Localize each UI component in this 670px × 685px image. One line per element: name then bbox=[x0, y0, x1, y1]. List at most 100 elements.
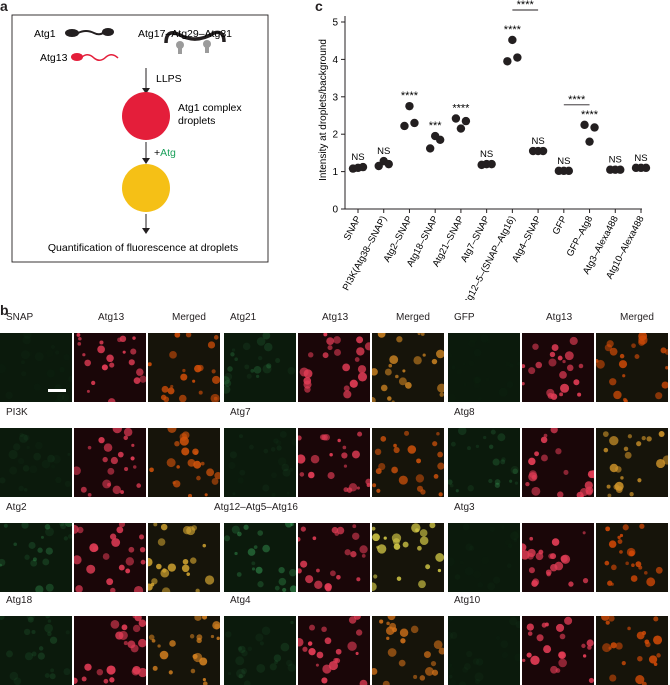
micrograph-merged bbox=[372, 523, 444, 592]
micrograph-green bbox=[224, 523, 296, 592]
data-point bbox=[641, 163, 651, 173]
micrograph-green bbox=[224, 333, 296, 402]
micrograph-row-label: Atg2 bbox=[6, 502, 27, 513]
micrograph-merged bbox=[372, 333, 444, 402]
micrograph-green bbox=[448, 523, 520, 592]
data-point bbox=[487, 159, 496, 169]
arrow-quant-head bbox=[142, 228, 150, 234]
micrograph-column-label: Merged bbox=[396, 312, 430, 323]
significance-label: **** bbox=[504, 24, 522, 36]
significance-label: NS bbox=[480, 149, 493, 160]
micrograph-red bbox=[522, 616, 594, 685]
micrograph-merged bbox=[148, 616, 220, 685]
x-tick-label: GFP bbox=[551, 214, 570, 236]
arrow-add-atg-head bbox=[142, 158, 150, 164]
micrograph-column-label: GFP bbox=[454, 312, 475, 323]
y-tick-label: 4 bbox=[332, 55, 338, 66]
droplet-label-line2: droplets bbox=[178, 115, 215, 127]
micrograph-red bbox=[298, 523, 370, 592]
data-point bbox=[616, 165, 625, 174]
bracket-label: **** bbox=[517, 0, 535, 11]
panel-label-b: b bbox=[0, 302, 9, 318]
scale-bar bbox=[48, 389, 66, 392]
chart-panel-c: Intensity at droplets/background 0 1 2 3 4 5 S… bbox=[318, 0, 651, 300]
micrograph-green bbox=[448, 616, 520, 685]
y-tick-label: 0 bbox=[332, 205, 338, 216]
data-point bbox=[451, 114, 461, 123]
micrograph-red bbox=[298, 428, 370, 497]
data-point bbox=[513, 53, 522, 62]
micrograph-column-label: Atg21 bbox=[230, 312, 257, 323]
quant-label: Quantification of fluorescence at drople… bbox=[48, 242, 238, 254]
micrograph-row-label: Atg7 bbox=[230, 407, 251, 418]
micrograph-row-label: Atg12–Atg5–Atg16 bbox=[214, 502, 298, 513]
micrograph-green bbox=[224, 428, 296, 497]
significance-label: NS bbox=[557, 156, 570, 167]
data-point bbox=[456, 124, 466, 133]
bracket-label: **** bbox=[568, 94, 586, 106]
data-point bbox=[410, 118, 419, 128]
significance-label: **** bbox=[452, 102, 470, 114]
micrograph-row-label: Atg8 bbox=[454, 407, 475, 418]
micrograph-row-label: Atg18 bbox=[6, 595, 33, 606]
micrograph-column-label: Atg13 bbox=[546, 312, 573, 323]
significance-label: NS bbox=[377, 146, 390, 157]
data-point bbox=[358, 162, 368, 172]
data-point bbox=[405, 101, 414, 111]
y-axis-label: Intensity at droplets/background bbox=[318, 39, 329, 181]
y-tick-label: 1 bbox=[332, 167, 338, 178]
micrograph-row-label: Atg4 bbox=[230, 595, 251, 606]
data-point bbox=[508, 35, 517, 45]
micrograph-row-label: PI3K bbox=[6, 407, 28, 418]
panel-label-c: c bbox=[315, 0, 323, 14]
yellow-droplet bbox=[122, 164, 170, 212]
atg17-complex-label: Atg17–Atg29–Atg31 bbox=[138, 28, 232, 40]
schematic-frame bbox=[11, 14, 269, 263]
micrograph-green bbox=[0, 428, 72, 497]
micrograph-column-label: Atg13 bbox=[98, 312, 125, 323]
micrograph-merged bbox=[148, 333, 220, 402]
micrograph-red bbox=[74, 616, 146, 685]
micrograph-red bbox=[522, 333, 594, 402]
data-point bbox=[538, 146, 548, 156]
schematic-panel-a: Atg1 Atg17–Atg29–Atg31 Atg13 LLPS Atg1 c… bbox=[11, 14, 269, 263]
data-point bbox=[461, 116, 471, 126]
droplet-label-line1: Atg1 complex bbox=[178, 102, 242, 114]
data-point bbox=[384, 159, 393, 169]
x-tick-label: SNAP bbox=[342, 214, 364, 242]
data-point bbox=[503, 57, 512, 66]
micrograph-red bbox=[522, 523, 594, 592]
data-point bbox=[435, 135, 445, 145]
significance-label: NS bbox=[351, 152, 364, 163]
data-point bbox=[590, 123, 599, 132]
micrograph-row-label: Atg10 bbox=[454, 595, 481, 606]
significance-label: **** bbox=[401, 90, 419, 102]
micrograph-merged bbox=[372, 616, 444, 685]
significance-label: NS bbox=[609, 155, 622, 166]
y-tick-label: 3 bbox=[332, 92, 338, 103]
micrograph-merged bbox=[596, 428, 668, 497]
plus-atg-text: +Atg bbox=[154, 147, 176, 159]
micrograph-green bbox=[448, 428, 520, 497]
micrograph-merged bbox=[596, 523, 668, 592]
arrow-llps-head bbox=[142, 88, 150, 94]
micrograph-green bbox=[0, 523, 72, 592]
llps-label: LLPS bbox=[156, 73, 182, 85]
micrograph-merged bbox=[148, 428, 220, 497]
data-point bbox=[425, 144, 435, 153]
micrograph-row-label: Atg3 bbox=[454, 502, 475, 513]
micrograph-column-label: Atg13 bbox=[322, 312, 349, 323]
plus-sign: + bbox=[154, 147, 160, 159]
significance-label: NS bbox=[634, 153, 647, 164]
y-tick-label: 5 bbox=[332, 18, 338, 29]
data-point bbox=[580, 120, 589, 130]
micrograph-column-label: Merged bbox=[620, 312, 654, 323]
atg17-complex-glyph bbox=[164, 30, 226, 54]
atg13-label: Atg13 bbox=[40, 52, 68, 64]
micrograph-merged bbox=[148, 523, 220, 592]
micrograph-column-label: SNAP bbox=[6, 312, 34, 323]
micrograph-green bbox=[0, 616, 72, 685]
micrograph-column-label: Merged bbox=[172, 312, 206, 323]
micrograph-red bbox=[522, 428, 594, 497]
